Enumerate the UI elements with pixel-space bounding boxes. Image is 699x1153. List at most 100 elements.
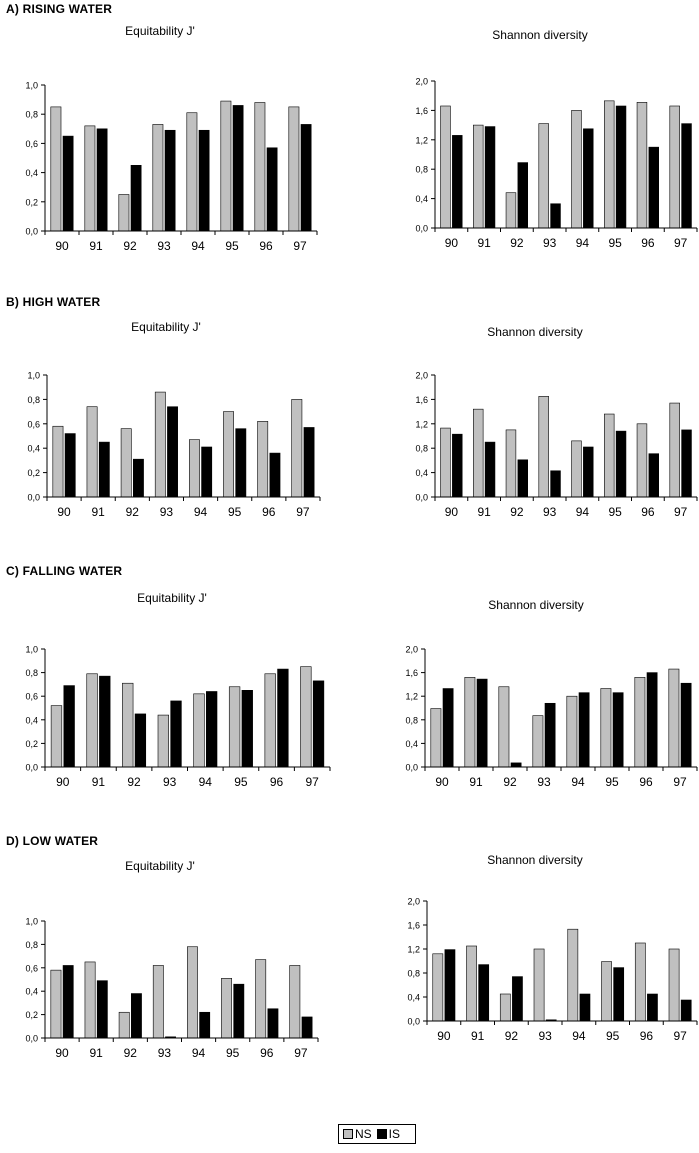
y-tick-label: 0,0 xyxy=(25,1034,38,1044)
x-tick-label: 93 xyxy=(158,1046,172,1060)
bar-is-95 xyxy=(232,105,244,232)
x-tick-label: 90 xyxy=(56,775,70,789)
y-tick-label: 0,0 xyxy=(27,493,40,503)
bar-is-94 xyxy=(583,446,594,498)
bar-is-94 xyxy=(198,129,210,232)
chart-title-a-shannon: Shannon diversity xyxy=(492,28,588,42)
y-tick-label: 0,0 xyxy=(25,227,38,237)
bar-ns-93 xyxy=(154,391,166,498)
bar-is-97 xyxy=(303,427,315,498)
x-tick-label: 96 xyxy=(641,236,655,250)
bar-ns-96 xyxy=(255,959,267,1039)
bar-ns-90 xyxy=(432,953,444,1022)
bar-ns-90 xyxy=(50,705,63,768)
bar-is-94 xyxy=(583,128,594,229)
y-tick-label: 0,2 xyxy=(25,1010,38,1020)
y-tick-label: 0,8 xyxy=(25,110,38,120)
x-tick-label: 90 xyxy=(55,1046,69,1060)
x-tick-label: 97 xyxy=(673,775,687,789)
bar-ns-91 xyxy=(466,945,477,1022)
bar-ns-92 xyxy=(120,428,132,498)
x-tick-label: 92 xyxy=(510,505,524,519)
x-tick-label: 92 xyxy=(505,1029,519,1043)
x-tick-label: 96 xyxy=(259,239,273,253)
bar-is-97 xyxy=(301,1016,313,1039)
bar-ns-93 xyxy=(157,714,169,768)
y-tick-label: 1,0 xyxy=(25,645,38,655)
y-tick-label: 0,4 xyxy=(25,987,38,997)
bar-ns-95 xyxy=(221,978,232,1039)
x-tick-label: 90 xyxy=(445,236,459,250)
y-tick-label: 0,6 xyxy=(25,963,38,973)
bar-ns-91 xyxy=(84,125,96,232)
y-tick-label: 0,4 xyxy=(405,739,418,749)
bar-is-92 xyxy=(131,993,142,1039)
bar-is-95 xyxy=(233,983,245,1039)
chart-title-a-equitability: Equitability J' xyxy=(125,24,195,38)
y-tick-label: 0,8 xyxy=(415,444,428,454)
chart-title-b-shannon: Shannon diversity xyxy=(487,325,583,339)
bar-ns-96 xyxy=(634,942,646,1022)
x-tick-label: 93 xyxy=(157,239,171,253)
x-tick-label: 90 xyxy=(55,239,69,253)
x-tick-label: 92 xyxy=(126,505,140,519)
y-tick-label: 1,6 xyxy=(407,921,420,931)
chart-title-c-shannon: Shannon diversity xyxy=(488,598,584,612)
x-tick-label: 94 xyxy=(191,239,205,253)
bar-is-90 xyxy=(62,135,74,232)
x-tick-label: 95 xyxy=(605,775,619,789)
section-title-high-water: B) HIGH WATER xyxy=(6,295,101,309)
y-tick-label: 0,2 xyxy=(27,468,40,478)
legend-swatch-ns xyxy=(343,1129,353,1139)
x-tick-label: 92 xyxy=(127,775,141,789)
bar-ns-93 xyxy=(538,396,549,498)
bar-ns-93 xyxy=(152,124,164,232)
bar-ns-93 xyxy=(532,715,544,768)
bar-ns-90 xyxy=(52,425,64,498)
bar-is-90 xyxy=(444,949,456,1022)
x-tick-label: 96 xyxy=(260,1046,274,1060)
bar-ns-90 xyxy=(430,708,442,768)
bar-is-91 xyxy=(99,675,111,768)
bar-ns-96 xyxy=(257,421,269,498)
x-tick-label: 96 xyxy=(639,775,653,789)
y-tick-label: 0,0 xyxy=(405,763,418,773)
bar-ns-95 xyxy=(223,411,234,498)
bar-ns-94 xyxy=(567,928,579,1022)
bar-is-91 xyxy=(96,128,108,232)
x-tick-label: 97 xyxy=(674,236,688,250)
bar-is-97 xyxy=(681,429,692,498)
x-tick-label: 95 xyxy=(228,505,242,519)
x-tick-label: 90 xyxy=(435,775,449,789)
bar-ns-94 xyxy=(189,439,200,498)
bar-is-94 xyxy=(201,446,213,498)
bar-ns-90 xyxy=(50,106,62,232)
bar-is-96 xyxy=(269,452,281,498)
bar-is-91 xyxy=(476,678,488,768)
y-tick-label: 0,4 xyxy=(407,993,420,1003)
bar-ns-97 xyxy=(668,668,680,768)
x-tick-label: 92 xyxy=(510,236,524,250)
section-title-rising-water: A) RISING WATER xyxy=(6,2,113,16)
bar-is-93 xyxy=(167,406,178,498)
bar-ns-92 xyxy=(118,194,130,232)
legend-label-ns: NS xyxy=(355,1127,372,1141)
bar-ns-92 xyxy=(122,682,134,768)
bar-ns-90 xyxy=(50,969,62,1039)
y-tick-label: 1,6 xyxy=(405,668,418,678)
bar-is-95 xyxy=(241,690,253,768)
chart-a-shannon: 0,0 0,4 0,8 1,2 1,6 2,0 90 91 92 93 94 95 96 97 xyxy=(415,77,698,250)
bar-ns-95 xyxy=(600,688,612,768)
bar-is-94 xyxy=(206,691,218,768)
y-tick-label: 2,0 xyxy=(405,645,418,655)
bar-ns-96 xyxy=(264,673,276,768)
bar-is-94 xyxy=(578,692,590,768)
bar-is-92 xyxy=(134,713,147,768)
bar-is-97 xyxy=(300,124,312,232)
y-tick-label: 2,0 xyxy=(415,77,428,87)
x-tick-label: 97 xyxy=(293,239,307,253)
legend-label-is: IS xyxy=(388,1127,401,1141)
x-tick-label: 92 xyxy=(503,775,517,789)
bar-ns-92 xyxy=(499,993,511,1022)
y-tick-label: 1,6 xyxy=(415,395,428,405)
